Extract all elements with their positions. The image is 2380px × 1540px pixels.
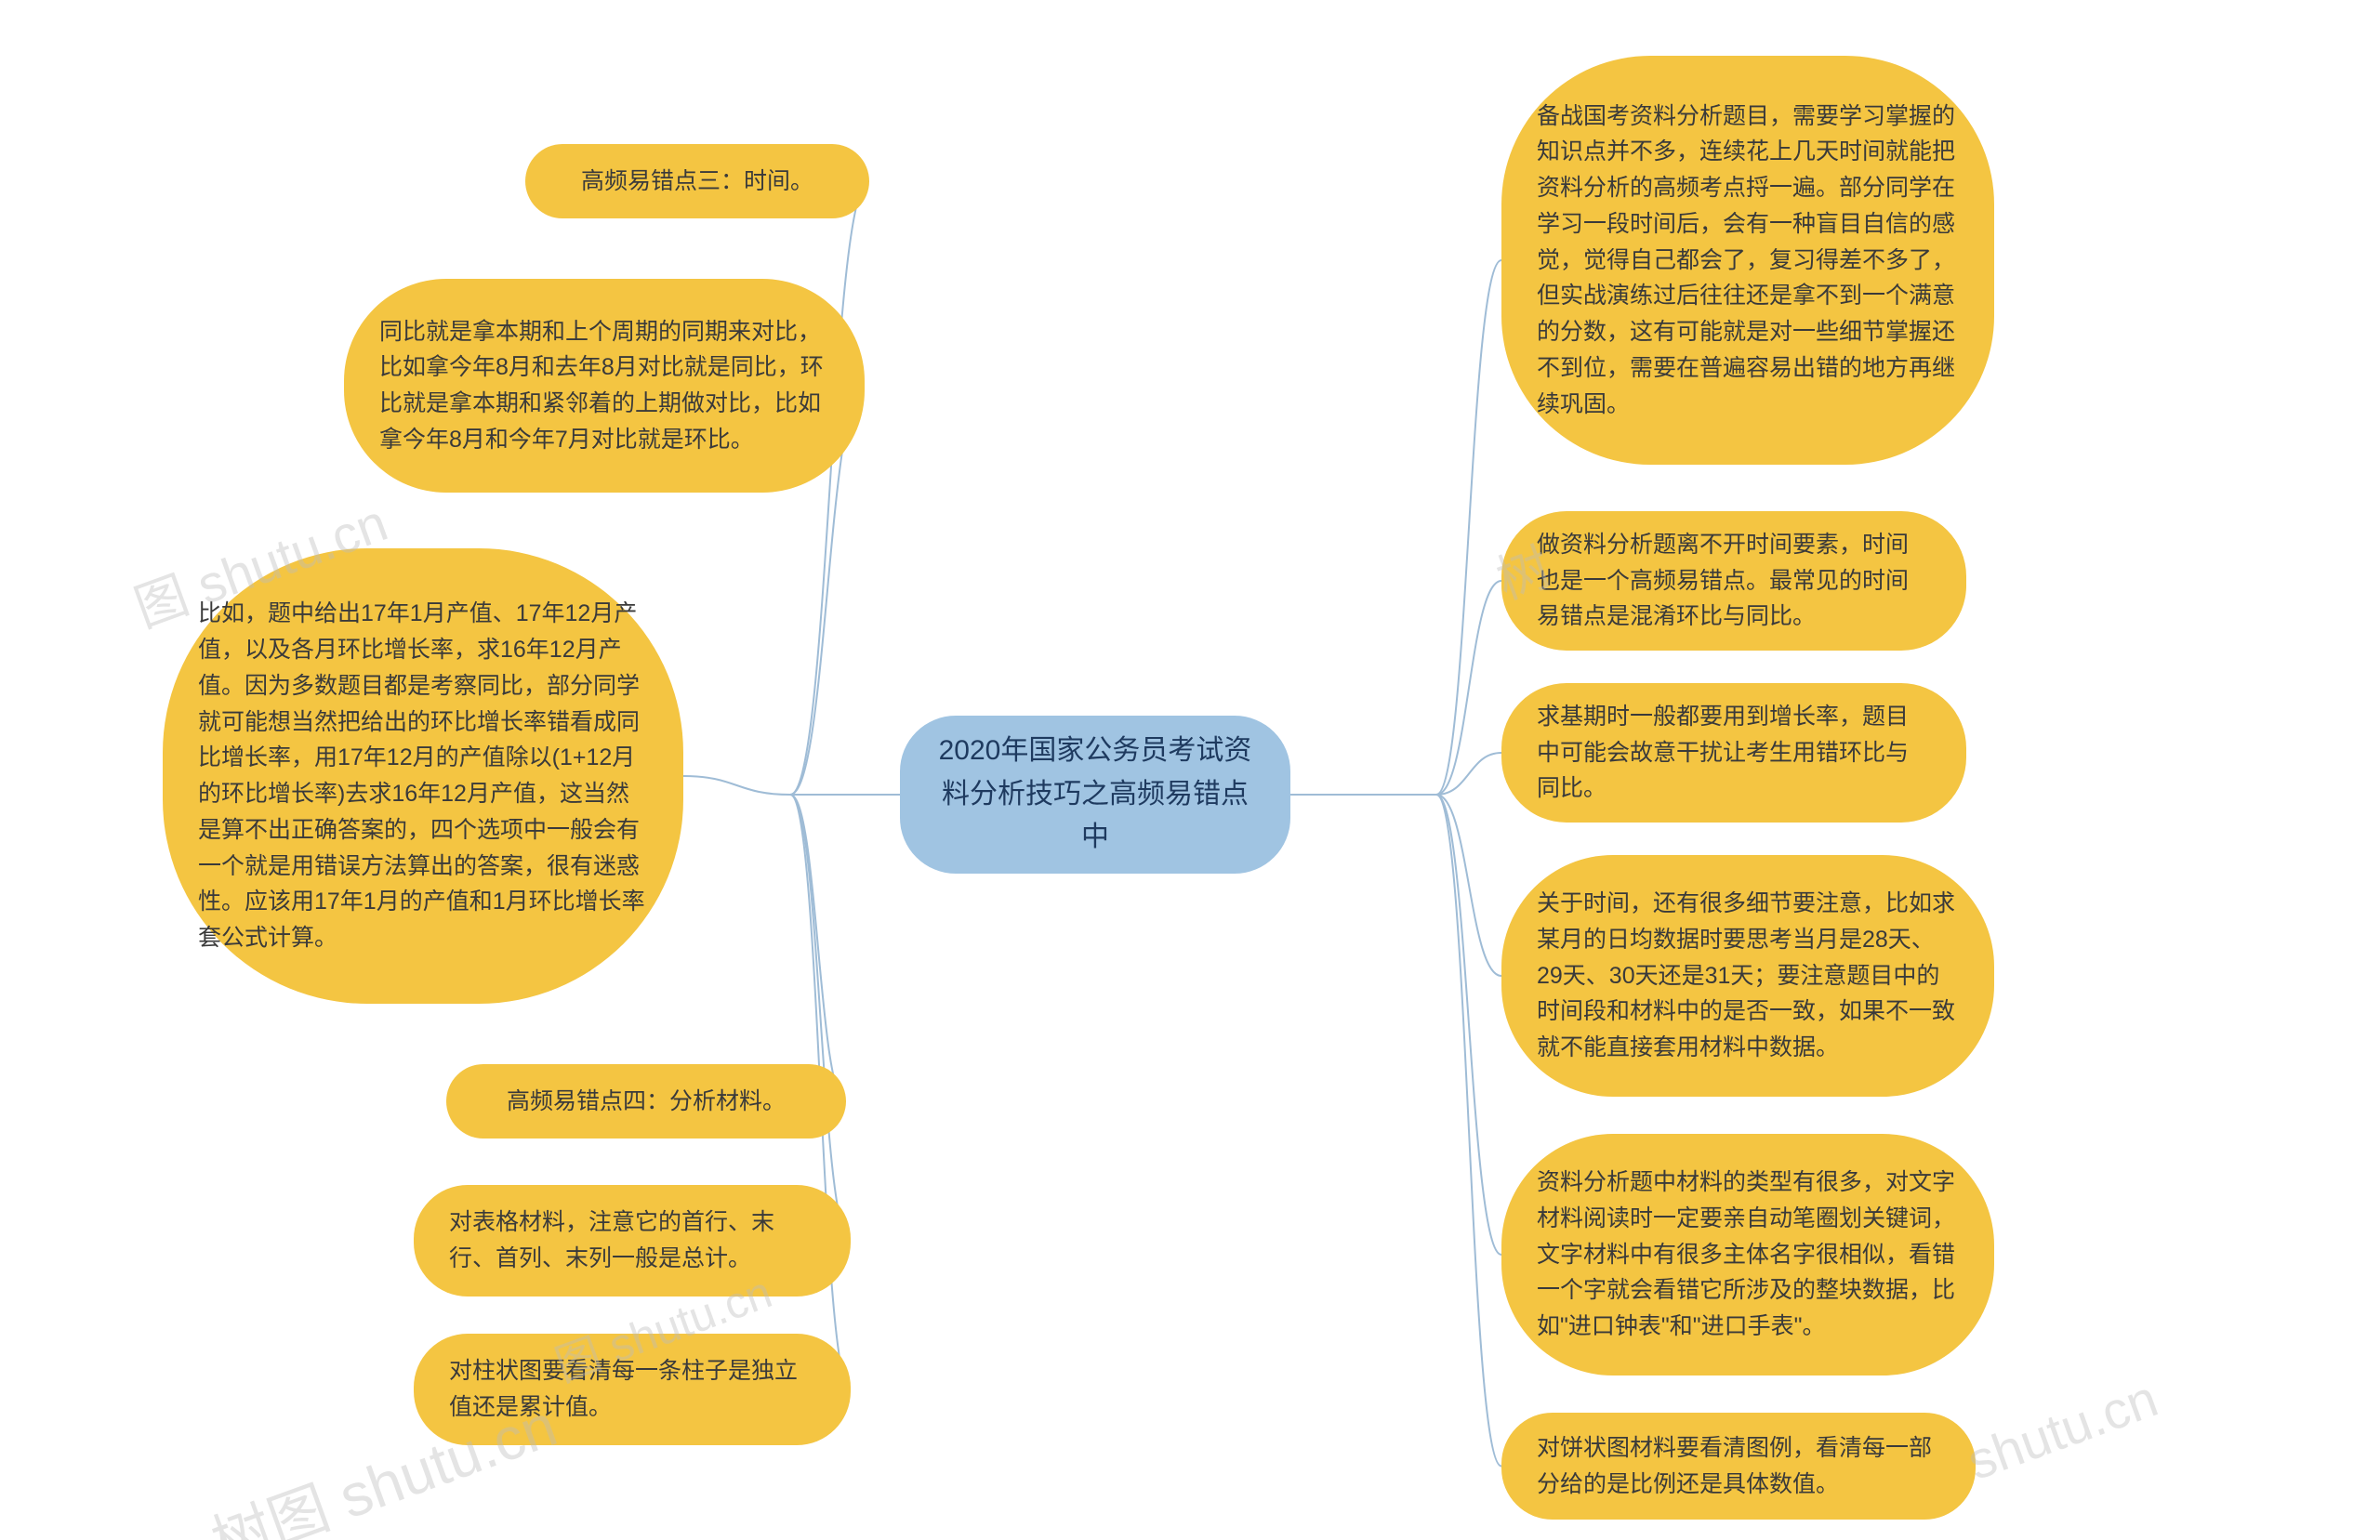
connector-line [1436,795,1501,976]
connector-line [1436,581,1501,795]
connector-line [683,776,790,795]
branch-node-text: 比如，题中给出17年1月产值、17年12月产值，以及各月环比增长率，求16年12… [198,596,648,956]
branch-node[interactable]: 高频易错点四：分析材料。 [446,1064,846,1139]
branch-node-text: 同比就是拿本期和上个周期的同期来对比，比如拿今年8月和去年8月对比就是同比，环比… [379,314,829,458]
branch-node-text: 资料分析题中材料的类型有很多，对文字材料阅读时一定要亲自动笔圈划关键词，文字材料… [1537,1165,1959,1345]
connector-line [1436,260,1501,795]
branch-node[interactable]: 资料分析题中材料的类型有很多，对文字材料阅读时一定要亲自动笔圈划关键词，文字材料… [1501,1134,1994,1375]
branch-node-text: 备战国考资料分析题目，需要学习掌握的知识点并不多，连续花上几天时间就能把资料分析… [1537,99,1959,423]
connector-line [790,795,846,1101]
branch-node[interactable]: 对柱状图要看清每一条柱子是独立值还是累计值。 [414,1334,851,1445]
center-topic[interactable]: 2020年国家公务员考试资料分析技巧之高频易错点中 [900,716,1290,874]
branch-node[interactable]: 比如，题中给出17年1月产值、17年12月产值，以及各月环比增长率，求16年12… [163,548,683,1004]
connector-line [1436,795,1501,1467]
branch-node-text: 对表格材料，注意它的首行、末行、首列、末列一般是总计。 [449,1204,815,1277]
branch-node[interactable]: 同比就是拿本期和上个周期的同期来对比，比如拿今年8月和去年8月对比就是同比，环比… [344,279,865,493]
branch-node[interactable]: 备战国考资料分析题目，需要学习掌握的知识点并不多，连续花上几天时间就能把资料分析… [1501,56,1994,465]
connector-line [1436,795,1501,1255]
branch-node[interactable]: 求基期时一般都要用到增长率，题目中可能会故意干扰让考生用错环比与同比。 [1501,683,1966,823]
branch-node[interactable]: 高频易错点三：时间。 [525,144,869,218]
branch-node-text: 对柱状图要看清每一条柱子是独立值还是累计值。 [449,1353,815,1426]
branch-node-text: 对饼状图材料要看清图例，看清每一部分给的是比例还是具体数值。 [1537,1430,1940,1503]
watermark-text: shutu.cn [1960,1368,2165,1492]
branch-node[interactable]: 关于时间，还有很多细节要注意，比如求某月的日均数据时要思考当月是28天、29天、… [1501,855,1994,1097]
center-topic-text: 2020年国家公务员考试资料分析技巧之高频易错点中 [937,730,1253,860]
connector-line [790,795,851,1241]
mindmap-canvas: 2020年国家公务员考试资料分析技巧之高频易错点中 备战国考资料分析题目，需要学习… [0,0,2380,1540]
branch-node[interactable]: 做资料分析题离不开时间要素，时间也是一个高频易错点。最常见的时间易错点是混淆环比… [1501,511,1966,651]
branch-node-text: 做资料分析题离不开时间要素，时间也是一个高频易错点。最常见的时间易错点是混淆环比… [1537,527,1931,635]
branch-node-text: 求基期时一般都要用到增长率，题目中可能会故意干扰让考生用错环比与同比。 [1537,699,1931,807]
branch-node-text: 高频易错点三：时间。 [581,164,813,200]
connector-line [790,181,869,795]
branch-node[interactable]: 对表格材料，注意它的首行、末行、首列、末列一般是总计。 [414,1185,851,1296]
branch-node-text: 高频易错点四：分析材料。 [507,1084,786,1120]
branch-node[interactable]: 对饼状图材料要看清图例，看清每一部分给的是比例还是具体数值。 [1501,1413,1976,1520]
branch-node-text: 关于时间，还有很多细节要注意，比如求某月的日均数据时要思考当月是28天、29天、… [1537,886,1959,1066]
connector-line [1436,753,1501,795]
